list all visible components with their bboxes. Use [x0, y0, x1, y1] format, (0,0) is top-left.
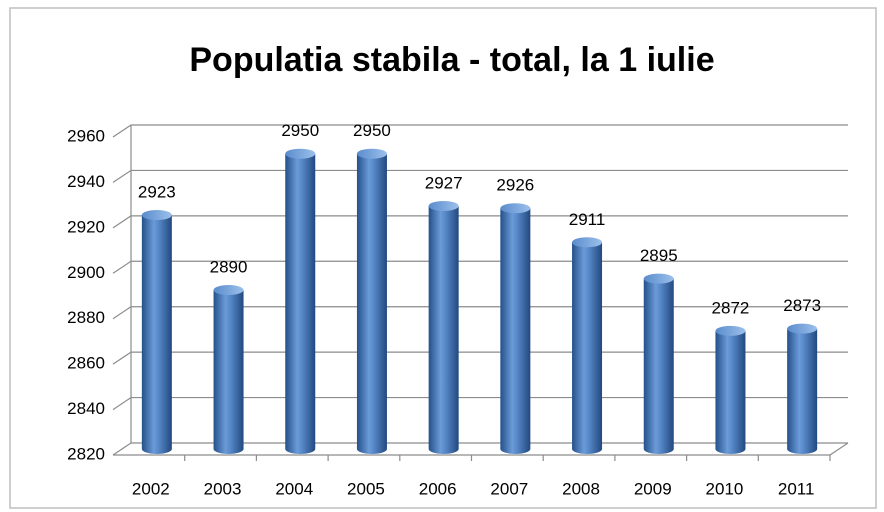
bar-top: [141, 210, 172, 221]
bar-top: [643, 273, 674, 284]
y-tick-label: 2940: [67, 172, 105, 191]
x-tick-label: 2003: [204, 479, 242, 498]
chart-title: Populatia stabila - total, la 1 iulie: [189, 41, 714, 79]
y-tick-label: 2820: [67, 444, 105, 463]
bar-top: [285, 148, 316, 159]
y-tick-label: 2840: [67, 399, 105, 418]
bar-top: [213, 285, 244, 295]
bar: [356, 153, 387, 454]
data-label: 2872: [712, 298, 750, 317]
bar-top: [715, 325, 746, 336]
x-tick-label: 2005: [347, 479, 385, 498]
bar: [572, 242, 603, 454]
bar: [643, 278, 674, 454]
bar: [715, 330, 746, 454]
bar: [428, 205, 459, 454]
bar: [141, 215, 172, 454]
y-tick-label: 2860: [67, 354, 105, 373]
bar-top: [428, 200, 459, 211]
x-tick-label: 2010: [706, 479, 744, 498]
x-tick-label: 2004: [275, 479, 313, 498]
data-label: 2923: [138, 183, 176, 202]
bar-top: [572, 237, 603, 248]
bar: [500, 208, 531, 454]
x-tick-label: 2006: [419, 479, 457, 498]
x-tick-label: 2007: [490, 479, 528, 498]
x-tick-label: 2002: [132, 479, 170, 498]
data-label: 2890: [210, 257, 248, 276]
y-tick-label: 2960: [67, 126, 105, 145]
data-label: 2873: [783, 296, 821, 315]
data-label: 2927: [425, 173, 463, 192]
x-tick-label: 2011: [778, 479, 815, 498]
bar: [285, 153, 316, 454]
data-label: 2950: [353, 121, 391, 140]
bar: [787, 328, 818, 454]
data-label: 2950: [281, 121, 319, 140]
data-label: 2911: [569, 210, 606, 229]
x-tick-label: 2008: [562, 479, 600, 498]
y-tick-label: 2900: [67, 263, 105, 282]
data-label: 2926: [496, 176, 534, 195]
data-label: 2895: [640, 246, 678, 265]
bar-top: [500, 203, 531, 214]
x-tick-label: 2009: [634, 479, 672, 498]
y-tick-label: 2920: [67, 217, 105, 236]
bar-top: [356, 148, 387, 159]
y-tick-label: 2880: [67, 308, 105, 327]
bar: [213, 290, 244, 454]
bar-top: [787, 323, 818, 334]
